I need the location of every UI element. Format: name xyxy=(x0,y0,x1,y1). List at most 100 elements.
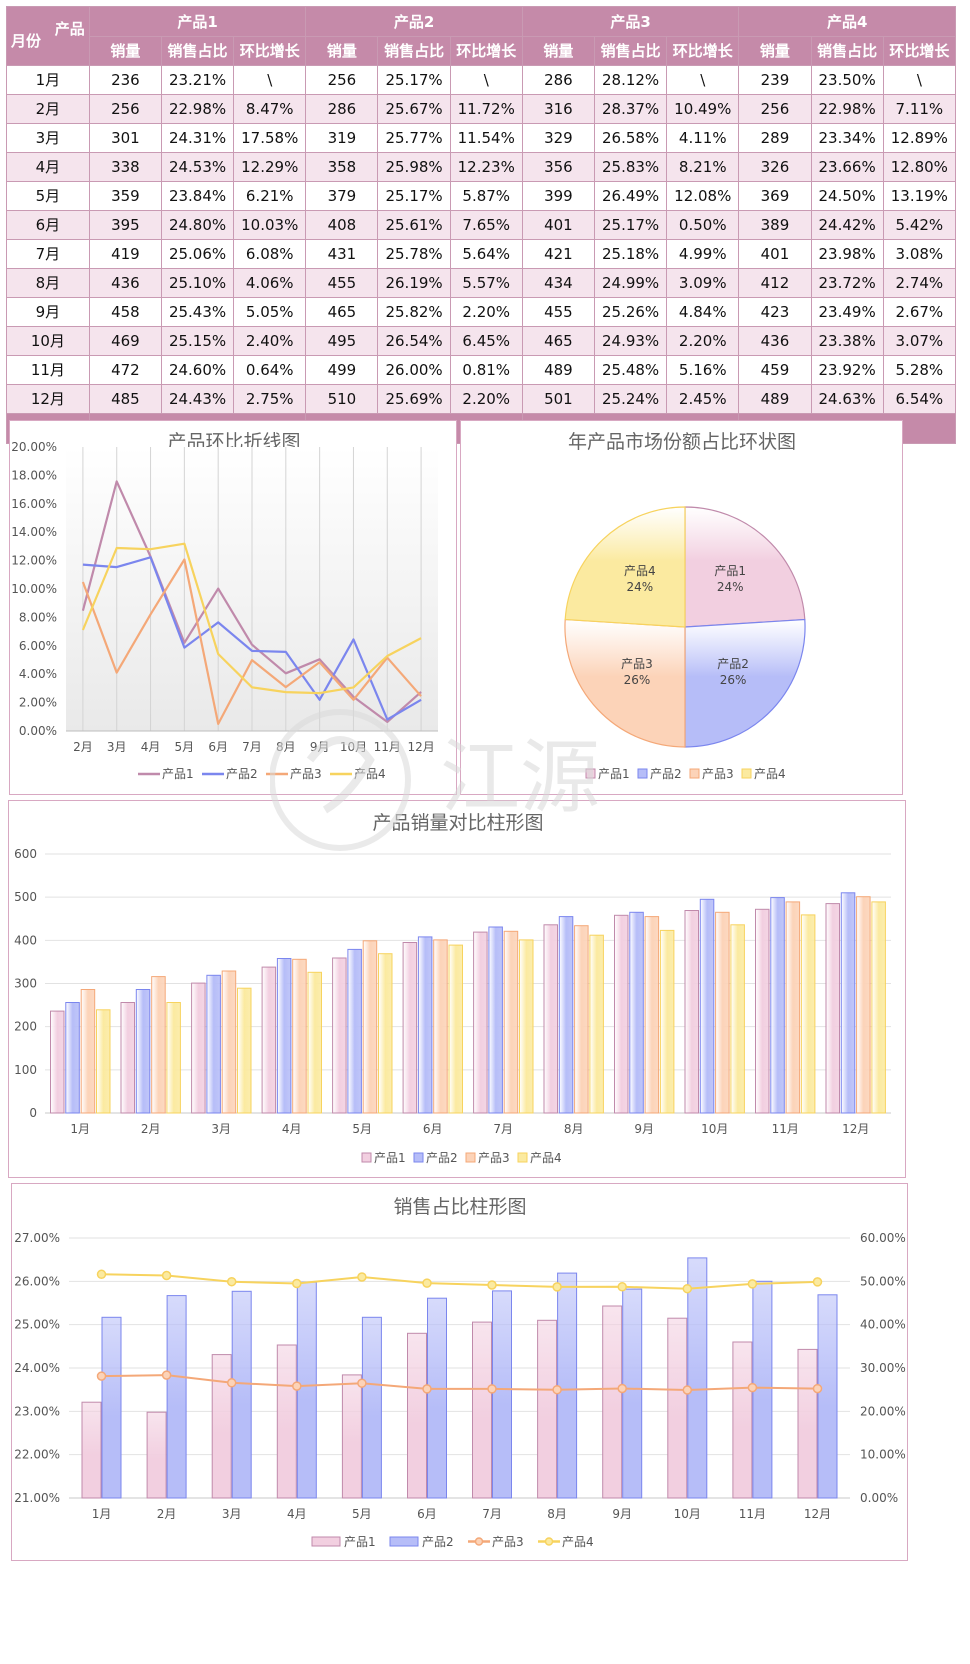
month-cell: 3月 xyxy=(6,123,90,153)
legend-label: 产品3 xyxy=(478,1151,510,1165)
series-line-4 xyxy=(81,542,422,695)
table-cell: 465 xyxy=(305,297,379,327)
table-cell: 510 xyxy=(305,384,379,414)
x-tick-label: 9月 xyxy=(634,1122,654,1136)
table-cell: 26.54% xyxy=(377,326,451,356)
table-cell: 423 xyxy=(738,297,812,327)
legend-label: 产品2 xyxy=(422,1535,454,1549)
product-header: 产品4 xyxy=(738,6,956,37)
table-row: 9月 458 25.43% 5.05% 465 25.82% 2.20% 455 25.26% 4… xyxy=(6,297,957,327)
table-cell: 8.47% xyxy=(233,94,307,124)
corner-product-label: 产品 xyxy=(54,20,85,38)
subheader-cell: 环比增长 xyxy=(882,36,957,66)
table-cell: 6.54% xyxy=(882,384,957,414)
y-tick-label: 0 xyxy=(29,1106,37,1120)
table-cell: 25.26% xyxy=(593,297,668,327)
table-row: 11月 472 24.60% 0.64% 499 26.00% 0.81% 489 25.48%… xyxy=(6,355,957,385)
table-cell: 10.49% xyxy=(666,94,740,124)
y-tick-label: 27.00% xyxy=(14,1231,60,1245)
table-cell: 28.37% xyxy=(593,94,668,124)
bar-2 xyxy=(770,897,785,1114)
month-cell: 1月 xyxy=(6,65,90,95)
x-tick-label: 12月 xyxy=(804,1507,831,1521)
y-tick-label: 600 xyxy=(14,847,37,861)
table-cell: 5.16% xyxy=(666,355,740,385)
table-cell: 11.54% xyxy=(449,123,523,153)
table-body: 1月 236 23.21% \ 256 25.17% \ 286 28.12% \ 239 23.50… xyxy=(6,65,957,414)
table-cell: 3.07% xyxy=(882,326,957,356)
table-cell: 469 xyxy=(88,326,162,356)
table-cell: 3.09% xyxy=(666,268,740,298)
y2-tick-label: 10.00% xyxy=(860,1448,906,1462)
line-point-3 xyxy=(747,1382,758,1393)
bar-3 xyxy=(433,939,448,1114)
table-cell: 408 xyxy=(305,210,379,240)
table-cell: 25.67% xyxy=(377,94,451,124)
bar-2 xyxy=(101,1316,122,1499)
legend-swatch-dot xyxy=(544,1537,554,1546)
table-cell: 23.92% xyxy=(810,355,884,385)
bar-1 xyxy=(684,910,699,1114)
subheader-cell: 销售占比 xyxy=(810,36,884,66)
y-tick-label: 4.00% xyxy=(19,667,57,681)
table-cell: 23.49% xyxy=(810,297,884,327)
table-cell: 286 xyxy=(305,94,379,124)
x-tick-label: 4月 xyxy=(141,740,161,754)
subheader-row: 销量 销售占比 环比增长 销量 销售占比 环比增长 销量 销售占比 环比增长 销量 销售占比 环比增长 xyxy=(7,36,957,66)
table-cell: 489 xyxy=(738,384,812,414)
table-cell: 12.23% xyxy=(449,152,523,182)
x-tick-label: 3月 xyxy=(211,1122,231,1136)
table-cell: 369 xyxy=(738,181,812,211)
table-row: 7月 419 25.06% 6.08% 431 25.78% 5.64% 421 25.18% 4… xyxy=(6,239,957,269)
x-tick-label: 2月 xyxy=(157,1507,177,1521)
bar-4 xyxy=(800,914,816,1114)
table-cell: 329 xyxy=(521,123,596,153)
table-cell: 8.21% xyxy=(666,152,740,182)
table-cell: 2.74% xyxy=(882,268,957,298)
bar-1 xyxy=(755,908,770,1114)
line-point-4 xyxy=(292,1278,302,1289)
table-cell: 25.17% xyxy=(593,210,668,240)
bar-4 xyxy=(237,987,252,1114)
x-tick-label: 3月 xyxy=(107,740,127,754)
table-cell: 3.08% xyxy=(882,239,957,269)
pie-slice-name: 产品3 xyxy=(621,657,653,671)
sales-table: 月份 产品 产品1 产品2 产品3 产品4 销量 销售占比 环比增长 销量 销售占比 环比… xyxy=(6,6,957,444)
bar-1 xyxy=(146,1411,167,1499)
table-cell: 326 xyxy=(738,152,812,182)
chart-title: 年产品市场份额占比环状图 xyxy=(568,431,796,453)
bar-1 xyxy=(537,1319,558,1499)
subheader-cell: 销售占比 xyxy=(377,36,451,66)
y-tick-label: 16.00% xyxy=(11,497,57,511)
table-cell: 239 xyxy=(738,65,812,95)
bar-2 xyxy=(622,1288,643,1499)
y2-tick-label: 20.00% xyxy=(860,1404,906,1418)
y-tick-label: 0.00% xyxy=(19,724,57,738)
bar-4 xyxy=(589,934,604,1114)
table-cell: 379 xyxy=(305,181,379,211)
table-cell: 4.11% xyxy=(666,123,740,153)
y-tick-label: 6.00% xyxy=(19,639,57,653)
chart-title: 销售占比柱形图 xyxy=(393,1196,526,1218)
y-tick-label: 25.00% xyxy=(14,1318,60,1332)
x-tick-label: 1月 xyxy=(92,1507,112,1521)
bar-4 xyxy=(166,1002,181,1114)
series-line-3 xyxy=(101,1374,818,1392)
bar-1 xyxy=(402,942,418,1114)
y-tick-label: 22.00% xyxy=(14,1448,60,1462)
table-cell: 22.98% xyxy=(160,94,235,124)
table-cell: 421 xyxy=(521,239,596,269)
table-cell: 25.78% xyxy=(377,239,451,269)
bar-2 xyxy=(687,1257,708,1499)
x-tick-label: 8月 xyxy=(276,740,296,754)
table-cell: 4.99% xyxy=(666,239,740,269)
legend-label: 产品4 xyxy=(754,767,786,781)
line-point-3 xyxy=(292,1381,302,1391)
table-cell: 25.83% xyxy=(593,152,668,182)
table-cell: 24.53% xyxy=(160,152,235,182)
table-cell: 458 xyxy=(88,297,162,327)
bar-1 xyxy=(797,1348,818,1499)
legend-swatch xyxy=(637,768,648,779)
x-tick-label: 1月 xyxy=(70,1122,90,1136)
line-point-3 xyxy=(552,1384,562,1395)
